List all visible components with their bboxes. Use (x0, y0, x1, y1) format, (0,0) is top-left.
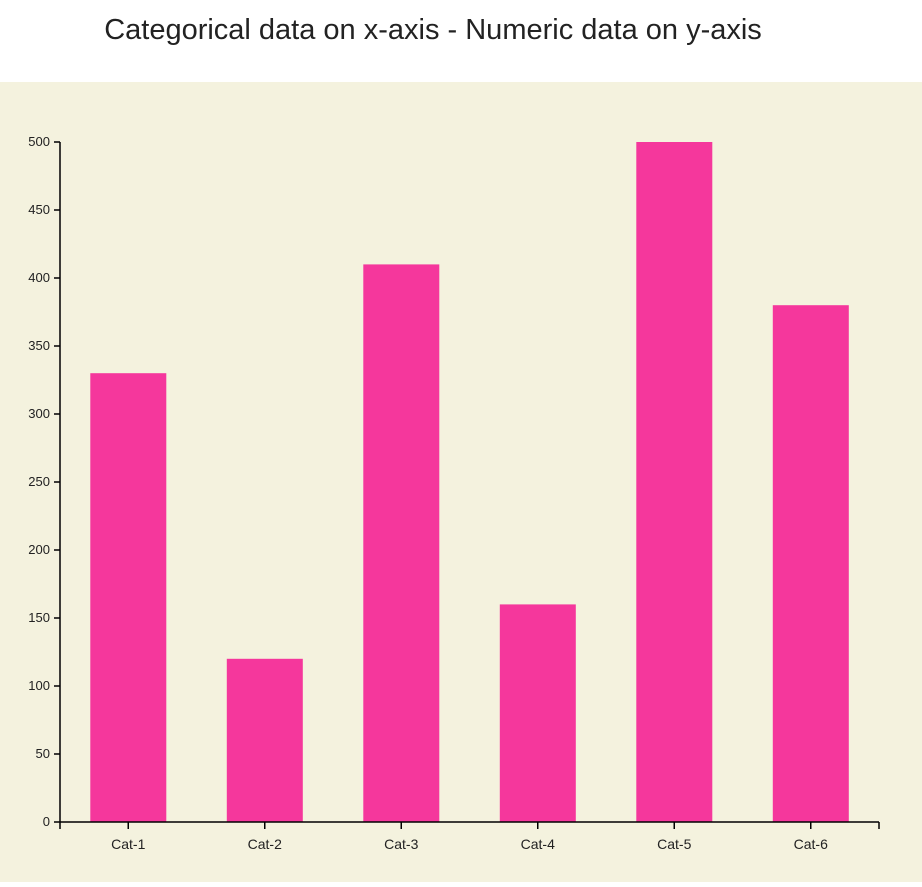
y-tick-label: 50 (36, 746, 50, 761)
y-tick-label: 0 (43, 814, 50, 829)
y-axis: 0 50 100 150 200 250 300 350 400 450 500 (28, 134, 61, 829)
y-tick-label: 150 (28, 610, 50, 625)
chart-title: Categorical data on x-axis - Numeric dat… (104, 14, 762, 46)
y-tick-label: 200 (28, 542, 50, 557)
x-tick-label: Cat-6 (794, 836, 828, 852)
bar-cat-1 (90, 373, 167, 822)
x-tick-label: Cat-5 (657, 836, 691, 852)
y-tick-label: 500 (28, 134, 50, 149)
x-tick-label: Cat-1 (111, 836, 145, 852)
x-tick-label: Cat-4 (521, 836, 555, 852)
y-tick-label: 250 (28, 474, 50, 489)
x-axis: Cat-1 Cat-2 Cat-3 Cat-4 Cat-5 Cat-6 (59, 821, 880, 852)
bar-cat-4 (499, 604, 576, 822)
bars (90, 142, 849, 822)
bar-cat-3 (363, 264, 440, 822)
y-tick-label: 450 (28, 202, 50, 217)
bar-cat-2 (226, 658, 303, 822)
chart-panel: 0 50 100 150 200 250 300 350 400 450 500 Cat-1 Cat-… (0, 82, 922, 882)
x-tick-label: Cat-2 (248, 836, 282, 852)
y-tick-label: 350 (28, 338, 50, 353)
y-tick-label: 100 (28, 678, 50, 693)
y-tick-label: 300 (28, 406, 50, 421)
bar-cat-6 (772, 305, 849, 822)
y-tick-label: 400 (28, 270, 50, 285)
bar-cat-5 (636, 142, 713, 822)
x-tick-label: Cat-3 (384, 836, 418, 852)
